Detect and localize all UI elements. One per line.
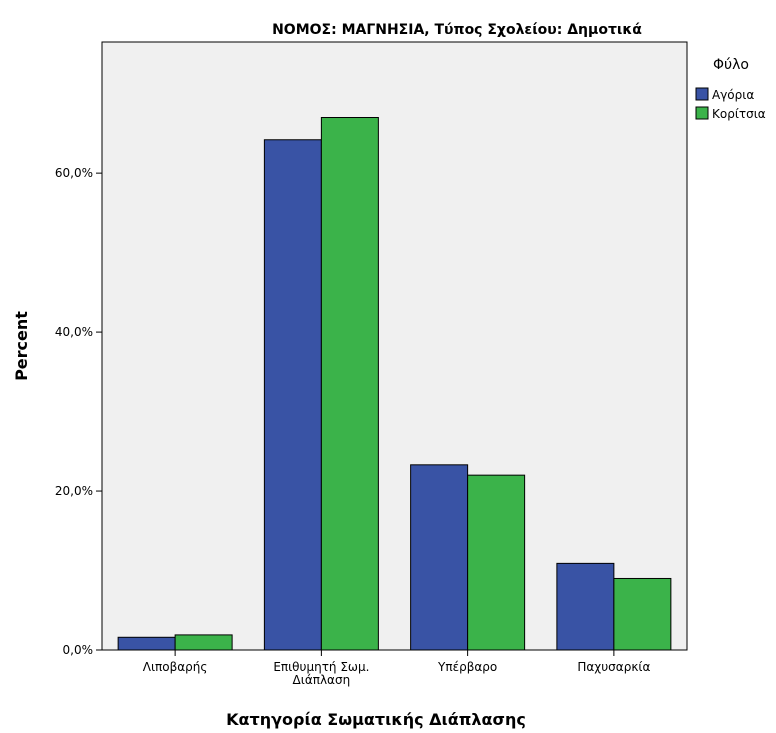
bars-layer xyxy=(117,117,672,651)
y-tick-label: 60,0% xyxy=(55,166,93,180)
x-tick-label: Υπέρβαρο xyxy=(437,660,497,674)
y-tick-label: 0,0% xyxy=(63,643,94,657)
chart-title: ΝΟΜΟΣ: ΜΑΓΝΗΣΙΑ, Τύπος Σχολείου: Δημοτικ… xyxy=(272,22,642,38)
bar xyxy=(467,474,526,651)
y-axis-title: Percent xyxy=(12,311,31,381)
legend-title: Φύλο xyxy=(713,57,749,73)
legend-swatch xyxy=(695,106,709,120)
x-tick-label: Διάπλαση xyxy=(293,673,351,687)
bar xyxy=(117,636,176,651)
plot-area xyxy=(101,41,688,651)
x-tick-label: Επιθυμητή Σωμ. xyxy=(273,660,369,674)
legend: Φύλο Αγόρια Κορίτσια xyxy=(695,57,766,121)
legend-label: Κορίτσια xyxy=(712,107,766,121)
bar xyxy=(320,117,379,651)
y-axis: 0,0% 20,0% 40,0% 60,0% xyxy=(55,166,102,657)
legend-label: Αγόρια xyxy=(712,88,754,102)
bar xyxy=(556,562,615,651)
legend-swatch xyxy=(695,87,709,101)
bar xyxy=(613,577,672,651)
bar xyxy=(410,464,469,651)
x-tick-label: Λιποβαρής xyxy=(143,660,208,674)
bar xyxy=(263,139,322,651)
x-axis-title: Κατηγορία Σωματικής Διάπλασης xyxy=(226,710,526,729)
x-tick-label: Παχυσαρκία xyxy=(577,660,650,674)
bar xyxy=(174,634,233,651)
y-tick-label: 40,0% xyxy=(55,325,93,339)
x-axis: Λιποβαρής Επιθυμητή Σωμ.Διάπλαση Υπέρβαρο Π… xyxy=(143,650,650,687)
y-tick-label: 20,0% xyxy=(55,484,93,498)
